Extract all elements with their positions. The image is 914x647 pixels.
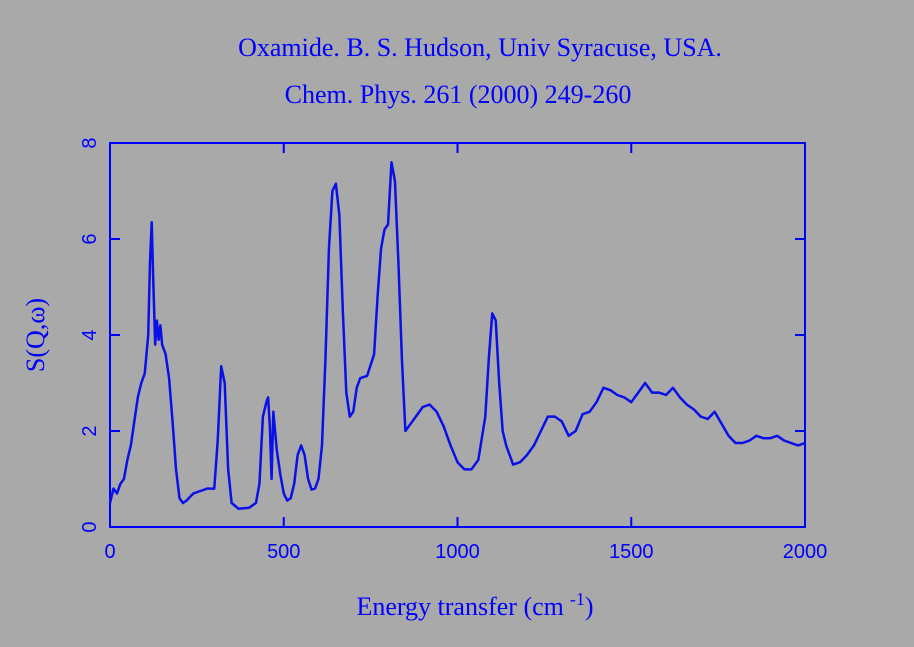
x-axis-label-end: ) [585, 592, 594, 621]
y-axis-label: S(Q,ω) [21, 298, 50, 372]
x-axis-label-text: Energy transfer (cm [356, 592, 563, 621]
x-axis-label-superscript: -1 [570, 589, 585, 609]
y-tick-label: 0 [79, 521, 101, 532]
x-tick-label: 1500 [609, 541, 654, 563]
chart-title: Oxamide. B. S. Hudson, Univ Syracuse, US… [238, 33, 722, 62]
x-tick-label: 0 [104, 541, 115, 563]
x-tick-label: 500 [267, 541, 300, 563]
y-tick-label: 2 [79, 425, 101, 436]
y-tick-label: 6 [79, 233, 101, 244]
y-tick-label: 4 [79, 329, 101, 340]
chart-subtitle: Chem. Phys. 261 (2000) 249-260 [285, 80, 632, 109]
y-tick-label: 8 [79, 137, 101, 148]
x-tick-label: 2000 [783, 541, 828, 563]
x-tick-label: 1000 [435, 541, 480, 563]
spectrum-line [108, 160, 806, 511]
plot-frame [109, 142, 806, 528]
x-axis-label: Energy transfer (cm -1) [356, 589, 593, 621]
